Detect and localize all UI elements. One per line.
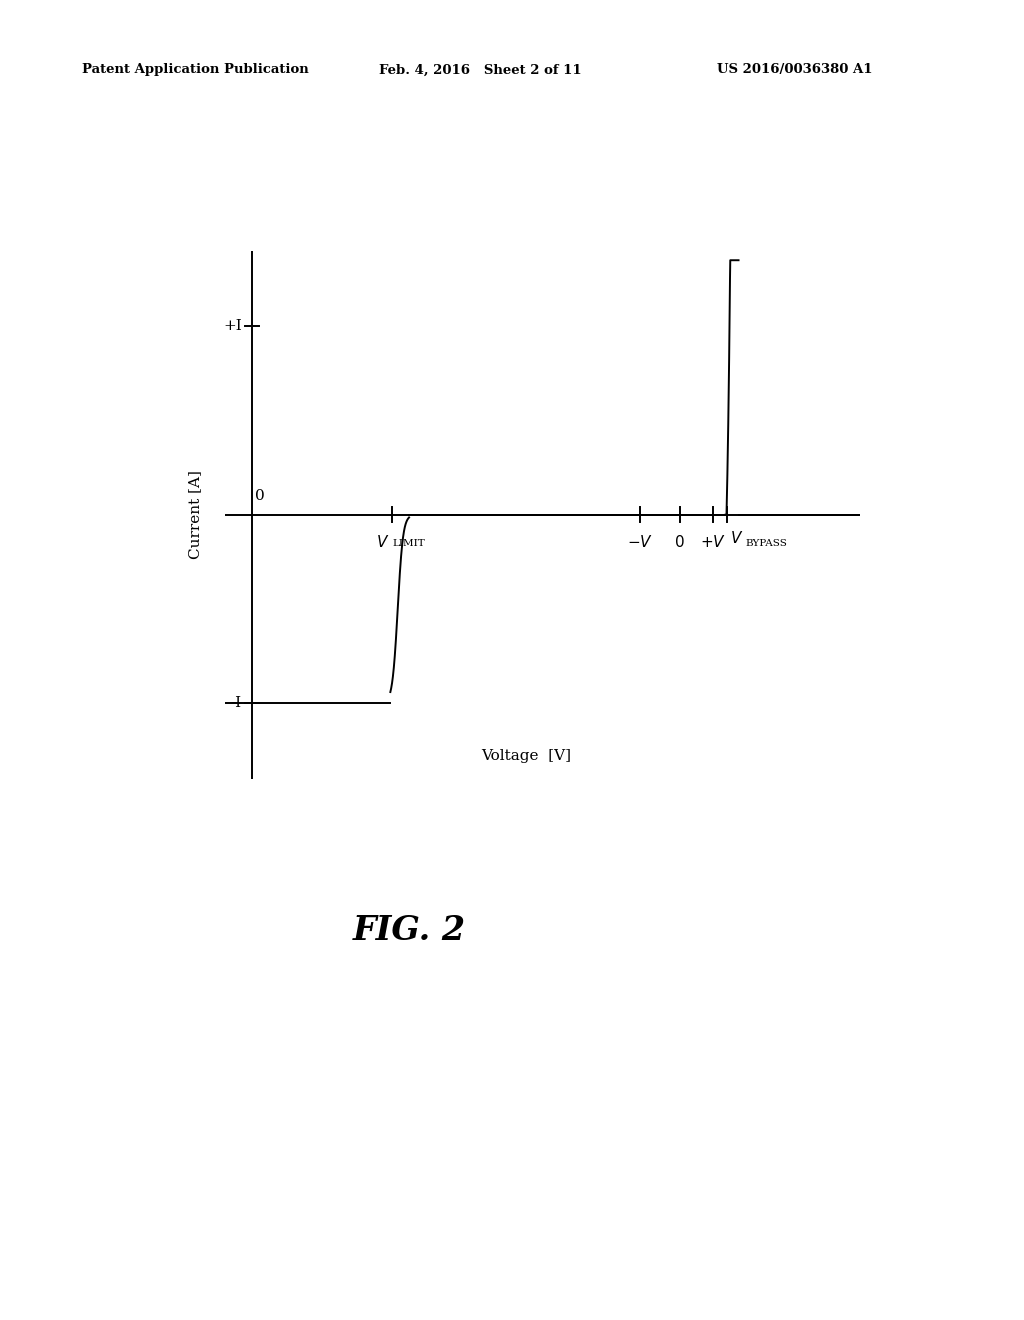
Text: $V$: $V$ — [376, 533, 389, 549]
Text: $0$: $0$ — [675, 533, 685, 549]
Text: +I: +I — [223, 319, 242, 333]
Text: US 2016/0036380 A1: US 2016/0036380 A1 — [717, 63, 872, 77]
Text: Voltage  [V]: Voltage [V] — [481, 750, 571, 763]
Text: Feb. 4, 2016   Sheet 2 of 11: Feb. 4, 2016 Sheet 2 of 11 — [379, 63, 582, 77]
Text: LIMIT: LIMIT — [392, 540, 425, 548]
Text: Current [A]: Current [A] — [188, 470, 202, 560]
Text: $V$: $V$ — [730, 529, 743, 546]
Text: -I: -I — [230, 697, 242, 710]
Text: 0: 0 — [255, 490, 265, 503]
Text: BYPASS: BYPASS — [745, 540, 787, 548]
Text: Patent Application Publication: Patent Application Publication — [82, 63, 308, 77]
Text: FIG. 2: FIG. 2 — [353, 913, 466, 948]
Text: $-V$: $-V$ — [627, 533, 652, 549]
Text: $+V$: $+V$ — [700, 533, 726, 549]
